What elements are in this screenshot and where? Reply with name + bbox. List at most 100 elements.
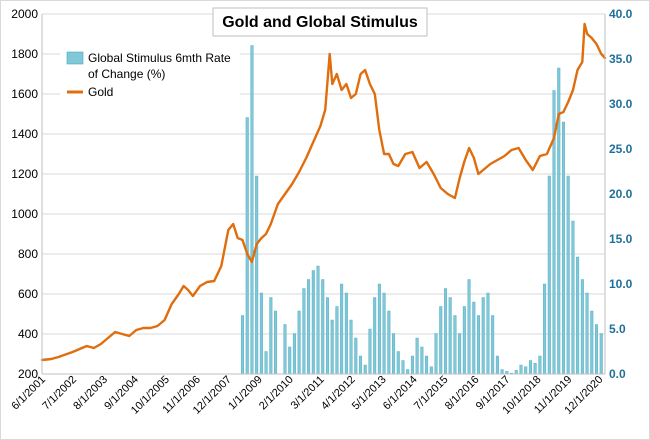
- stimulus-bar: [481, 297, 485, 375]
- stimulus-bar: [359, 355, 363, 375]
- stimulus-bar: [250, 45, 254, 375]
- stimulus-bar: [599, 333, 603, 375]
- stimulus-bar: [373, 297, 377, 375]
- gold-line-layer: [40, 22, 607, 362]
- y-right-tick-label: 25.0: [609, 142, 633, 156]
- stimulus-bar: [325, 297, 329, 375]
- title-box: [212, 7, 428, 37]
- stimulus-bar: [406, 369, 410, 375]
- stimulus-bar: [264, 351, 268, 375]
- y-right-tick-label: 0.0: [609, 367, 626, 381]
- legend-bg: [60, 46, 240, 104]
- stimulus-bar: [387, 310, 391, 375]
- y-left-tick-label: 400: [18, 327, 38, 341]
- y-right-tick-label: 30.0: [609, 97, 633, 111]
- stimulus-bar: [528, 360, 532, 375]
- stimulus-bar: [415, 337, 419, 375]
- stimulus-bar: [467, 279, 471, 375]
- stimulus-bar: [458, 333, 462, 375]
- y-right-tick-label: 10.0: [609, 277, 633, 291]
- y-left-tick-label: 2000: [11, 7, 38, 21]
- y-left-tick-label: 600: [18, 287, 38, 301]
- stimulus-bar: [443, 288, 447, 375]
- stimulus-bar: [543, 283, 547, 375]
- stimulus-bar: [316, 265, 320, 375]
- stimulus-bar: [344, 292, 348, 375]
- chart-title: Gold and Global Stimulus: [222, 14, 418, 31]
- stimulus-bar: [448, 297, 452, 375]
- stimulus-bar: [241, 315, 245, 375]
- y-left-tick-label: 1600: [11, 87, 38, 101]
- stimulus-bar: [425, 355, 429, 375]
- y-left-tick-label: 800: [18, 247, 38, 261]
- stimulus-bar: [495, 355, 499, 375]
- y-left-tick-label: 200: [18, 367, 38, 381]
- stimulus-bar: [524, 366, 528, 375]
- stimulus-bar: [288, 346, 292, 375]
- stimulus-bars: [241, 45, 603, 375]
- stimulus-bar: [311, 270, 315, 375]
- stimulus-bar: [410, 355, 414, 375]
- stimulus-bar: [274, 310, 278, 375]
- y-right-tick-label: 20.0: [609, 187, 633, 201]
- stimulus-bar: [566, 175, 570, 375]
- stimulus-bar: [321, 279, 325, 375]
- stimulus-bar: [476, 315, 480, 375]
- stimulus-bar: [302, 288, 306, 375]
- stimulus-bar: [363, 364, 367, 375]
- y-left-tick-label: 1000: [11, 207, 38, 221]
- stimulus-bar: [439, 306, 443, 375]
- stimulus-bar: [269, 297, 273, 375]
- legend: Global Stimulus 6mth Rate of Change (%) …: [60, 46, 240, 104]
- stimulus-bar: [392, 333, 396, 375]
- legend-swatch-stimulus: [66, 51, 84, 65]
- legend-label-stimulus-line2: of Change (%): [88, 67, 165, 81]
- stimulus-bar: [340, 283, 344, 375]
- y-right-tick-label: 5.0: [609, 322, 626, 336]
- stimulus-bar: [491, 315, 495, 375]
- y-right-tick-label: 35.0: [609, 52, 633, 66]
- stimulus-bar: [330, 319, 334, 375]
- stimulus-bar: [297, 310, 301, 375]
- stimulus-bar: [580, 279, 584, 375]
- stimulus-bar: [472, 301, 476, 375]
- stimulus-bar: [354, 337, 358, 375]
- stimulus-bar: [547, 175, 551, 375]
- stimulus-bar: [283, 324, 287, 375]
- stimulus-bar: [453, 315, 457, 375]
- stimulus-bar: [462, 306, 466, 375]
- y-left-tick-label: 1400: [11, 127, 38, 141]
- stimulus-bar: [486, 292, 490, 375]
- y-right-tick-label: 40.0: [609, 7, 633, 21]
- stimulus-bar: [595, 324, 599, 375]
- stimulus-bar: [255, 175, 259, 375]
- stimulus-bar: [335, 306, 339, 375]
- stimulus-bar: [434, 333, 438, 375]
- stimulus-bar: [571, 220, 575, 375]
- chart-title-group: Gold and Global Stimulus: [212, 7, 428, 37]
- gold-line: [40, 22, 607, 362]
- stimulus-bar: [533, 363, 537, 375]
- legend-label-stimulus-line1: Global Stimulus 6mth Rate: [88, 51, 231, 65]
- stimulus-bar: [377, 283, 381, 375]
- stimulus-bar: [382, 292, 386, 375]
- stimulus-bar: [420, 346, 424, 375]
- stimulus-bar: [514, 370, 518, 375]
- stimulus-bar: [368, 328, 372, 375]
- stimulus-bar: [245, 117, 249, 375]
- y-right-tick-label: 15.0: [609, 232, 633, 246]
- stimulus-bar: [396, 351, 400, 375]
- stimulus-bar: [538, 355, 542, 375]
- legend-label-gold: Gold: [88, 85, 113, 99]
- stimulus-bar: [585, 292, 589, 375]
- stimulus-bar: [576, 256, 580, 375]
- stimulus-bar: [259, 292, 263, 375]
- stimulus-bar: [307, 279, 311, 375]
- stimulus-bar: [292, 333, 296, 375]
- stimulus-bar: [349, 319, 353, 375]
- stimulus-bar: [519, 364, 523, 375]
- y-left-tick-label: 1800: [11, 47, 38, 61]
- stimulus-bar: [429, 366, 433, 375]
